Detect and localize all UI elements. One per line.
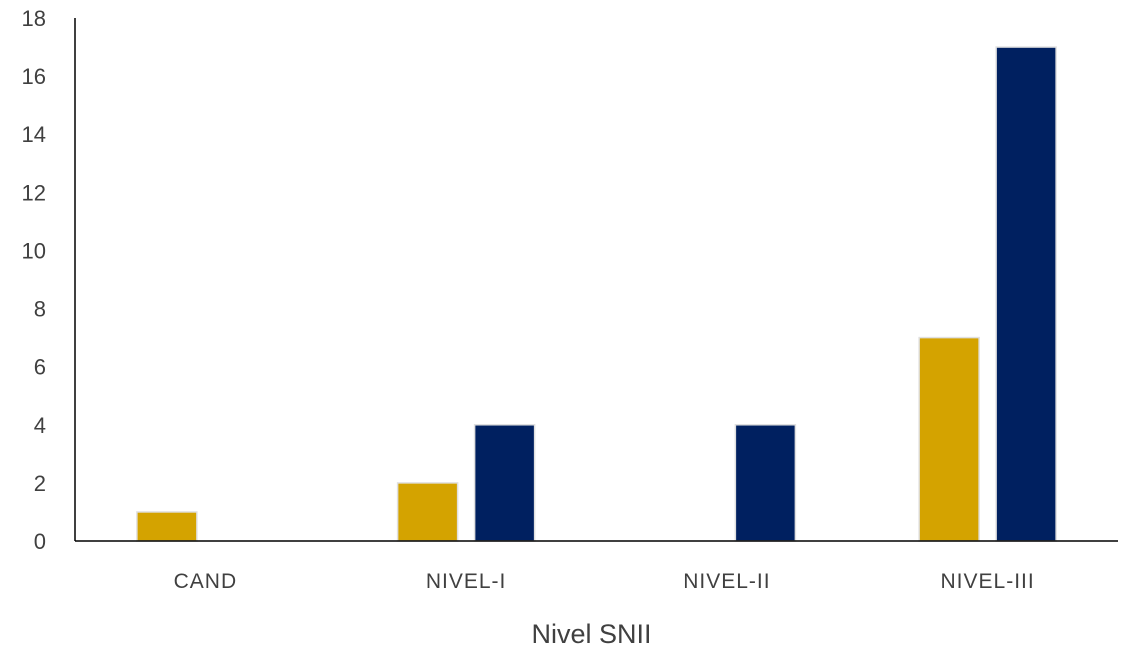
x-category-label: CAND [174,570,238,593]
x-category-labels: CAND NIVEL-I NIVEL-II NIVEL-III [174,570,1035,593]
y-tick-label: 4 [34,413,46,438]
x-category-label: NIVEL-II [683,570,770,593]
y-tick-label: 18 [22,6,46,31]
x-axis-title: Nivel SNII [531,619,651,649]
y-tick-label: 2 [34,471,46,496]
x-category-label: NIVEL-III [941,570,1035,593]
bars-group [136,46,1057,542]
y-tick-label: 12 [22,180,46,205]
bar-nivel-iii-series-2 [995,46,1057,542]
bar-nivel-i-series-1 [396,482,459,542]
y-tick-label: 6 [34,355,46,380]
y-tick-label: 14 [22,122,46,147]
y-tick-label: 10 [22,238,46,263]
bar-nivel-iii-series-1 [918,336,980,542]
y-tick-label: 0 [34,529,46,554]
bar-nivel-ii-series-2 [734,424,797,542]
y-tick-label: 8 [34,297,46,322]
bar-cand-series-1 [136,511,198,542]
x-category-label: NIVEL-I [426,570,507,593]
y-tick-labels: 0 2 4 6 8 10 12 14 16 18 [22,6,46,554]
y-tick-label: 16 [22,64,46,89]
bar-nivel-i-series-2 [473,424,536,542]
